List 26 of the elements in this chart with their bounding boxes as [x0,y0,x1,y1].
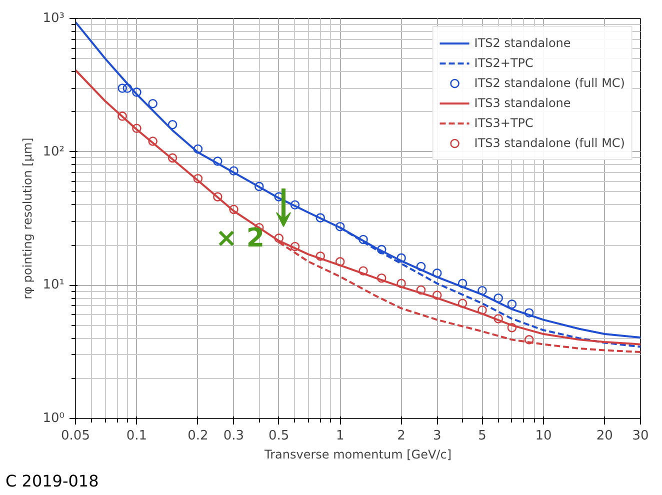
y-tick-label: 10² [42,144,65,160]
x-tick-label: 20 [596,428,613,444]
legend-label: ITS3 standalone [474,96,571,110]
legend-label: ITS2 standalone (full MC) [474,76,625,90]
y-tick-label: 10¹ [42,278,65,293]
x-tick-label: 3 [432,428,442,444]
legend-label: ITS3 standalone (full MC) [474,136,625,150]
text: C 2019-018 [6,472,99,490]
x-tick-label: 0.3 [223,428,244,444]
legend-label: ITS2+TPC [474,56,534,70]
legend-label: ITS3+TPC [474,116,534,130]
x-axis-title: Transverse momentum [GeV/c] [264,448,452,462]
x-tick-label: 0.5 [268,428,290,444]
x-tick-label: 30 [632,428,649,444]
x-tick-label: 10 [535,428,552,444]
x-tick-label: 5 [478,428,486,444]
x-tick-label: 0.1 [126,428,148,444]
x-tick-label: 1 [336,428,344,444]
x-tick-label: 2 [397,428,406,444]
legend-label: ITS2 standalone [474,36,571,50]
y-axis-title: rφ pointing resolution [μm] [20,138,35,300]
x-tick-label: 0.2 [188,428,208,444]
y-tick-label: 10³ [42,11,65,26]
y-tick-label: 10⁰ [42,411,65,426]
x-tick-label: 0.05 [61,428,90,444]
annotation: × 2 [216,224,264,254]
